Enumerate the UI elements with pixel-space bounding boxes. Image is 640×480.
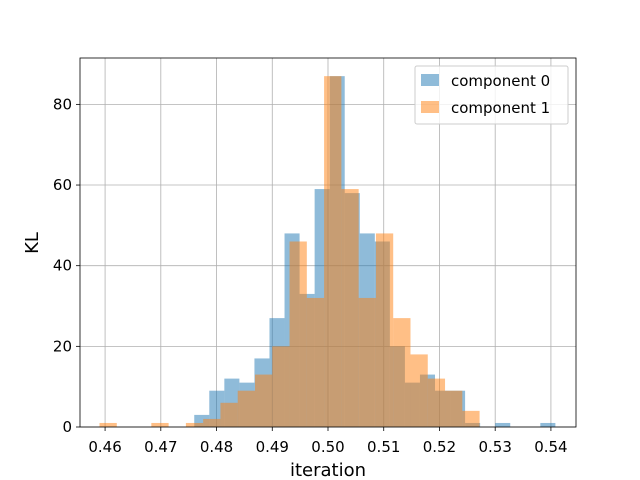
histogram-bar: [151, 422, 169, 427]
histogram-bar: [99, 422, 117, 427]
histogram-bar: [272, 346, 290, 427]
x-axis-label: iteration: [290, 460, 366, 480]
y-tick-label: 40: [53, 257, 72, 275]
series-component-1: [99, 76, 480, 428]
histogram-bar: [289, 241, 307, 427]
histogram-bars: [99, 76, 556, 428]
legend-label-component-0: component 0: [451, 72, 550, 90]
histogram-bar: [185, 422, 204, 427]
y-axis-label: KL: [22, 232, 43, 254]
histogram-bar: [445, 390, 463, 427]
histogram-bar: [540, 422, 556, 427]
legend-label-component-1: component 1: [451, 99, 550, 117]
x-tick-label: 0.53: [478, 438, 511, 456]
y-tick-label: 80: [53, 95, 72, 113]
legend-swatch-component-0: [421, 74, 439, 86]
x-tick-label: 0.48: [200, 438, 233, 456]
y-tick-label: 60: [53, 176, 72, 194]
histogram-bar: [462, 410, 480, 427]
x-tick-label: 0.46: [88, 438, 121, 456]
legend: component 0 component 1: [414, 65, 569, 125]
axis-ticks: 0.46 0.47 0.48 0.49 0.50 0.51 0.52 0.53 0.54 0 20 4…: [53, 95, 568, 456]
x-tick-label: 0.50: [311, 438, 344, 456]
y-tick-label: 20: [53, 337, 72, 355]
histogram-bar: [358, 297, 376, 427]
y-tick-label: 0: [62, 418, 72, 436]
histogram-bar: [410, 354, 428, 427]
histogram-bar: [220, 402, 238, 427]
legend-box: [414, 65, 569, 125]
histogram-bar: [203, 418, 221, 427]
histogram-bar: [341, 189, 359, 427]
histogram-bar: [324, 76, 342, 428]
x-tick-label: 0.51: [367, 438, 400, 456]
histogram-bar: [393, 318, 411, 427]
x-tick-label: 0.54: [534, 438, 567, 456]
histogram-bar: [237, 390, 255, 427]
histogram-bar: [495, 422, 511, 427]
histogram-bar: [375, 233, 394, 427]
legend-swatch-component-1: [421, 101, 439, 113]
x-tick-label: 0.52: [423, 438, 456, 456]
x-tick-label: 0.49: [256, 438, 289, 456]
histogram-bar: [306, 297, 325, 427]
x-tick-label: 0.47: [144, 438, 177, 456]
histogram-bar: [254, 374, 273, 427]
histogram-bar: [427, 378, 446, 427]
